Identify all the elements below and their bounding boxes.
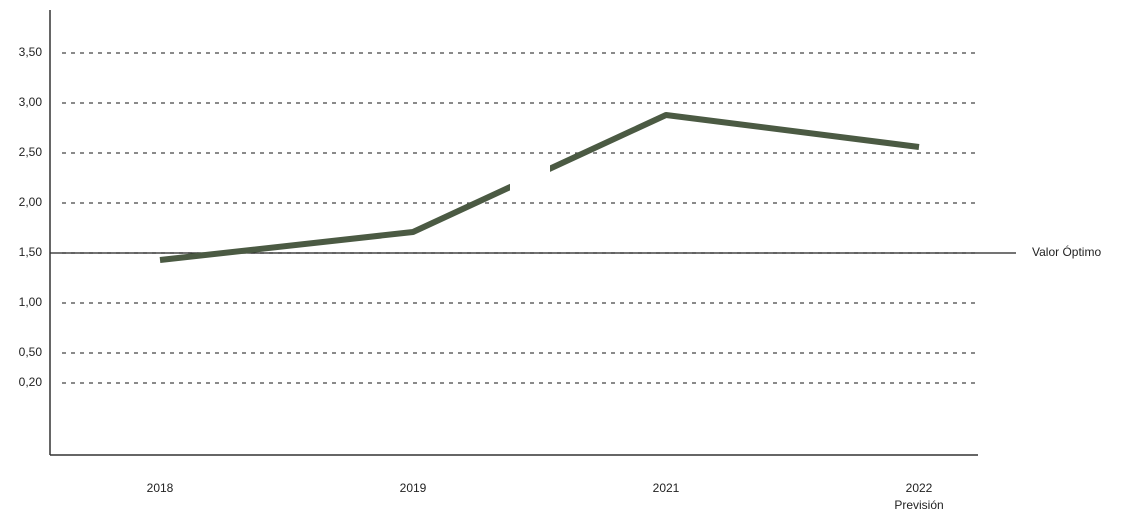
x-tick-label: 2021 bbox=[653, 481, 680, 495]
y-tick-label: 3,50 bbox=[19, 45, 43, 59]
y-tick-label: 2,00 bbox=[19, 195, 43, 209]
reference-label: Valor Óptimo bbox=[1032, 244, 1101, 259]
x-tick-label: 2019 bbox=[400, 481, 427, 495]
y-tick-label: 1,50 bbox=[19, 245, 43, 259]
y-tick-label: 3,00 bbox=[19, 95, 43, 109]
line-break bbox=[510, 165, 550, 197]
y-tick-label: 0,20 bbox=[19, 375, 43, 389]
y-tick-label: 1,00 bbox=[19, 295, 43, 309]
x-tick-sublabel: Previsión bbox=[894, 498, 943, 512]
plot bbox=[50, 52, 1016, 384]
y-tick-label: 2,50 bbox=[19, 145, 43, 159]
x-tick-label: 2018 bbox=[147, 481, 174, 495]
y-tick-label: 0,50 bbox=[19, 345, 43, 359]
x-tick-label: 2022 bbox=[906, 481, 933, 495]
